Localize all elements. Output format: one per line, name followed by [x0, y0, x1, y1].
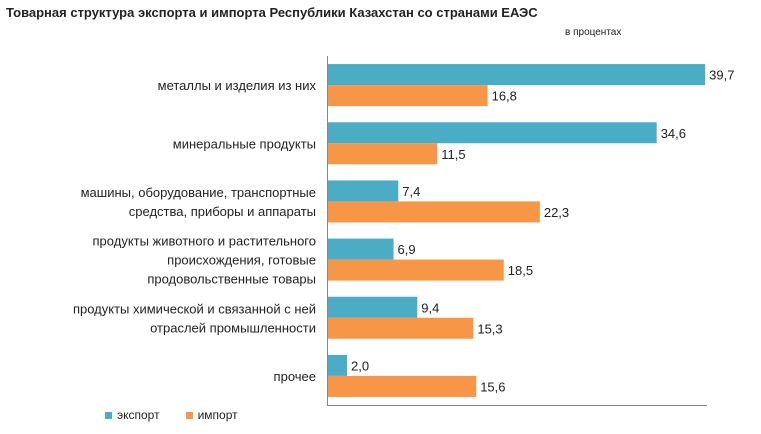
- legend: экспорт импорт: [105, 408, 238, 422]
- category-label-0-0: металлы и изделия из них: [158, 78, 317, 93]
- value-label-export-5: 2,0: [351, 358, 369, 373]
- value-label-import-3: 18,5: [508, 263, 533, 278]
- category-label-2-1: средства, приборы и аппараты: [129, 204, 316, 219]
- value-label-import-5: 15,6: [480, 379, 505, 394]
- chart-title: Товарная структура экспорта и импорта Ре…: [6, 5, 538, 20]
- legend-label-import: импорт: [197, 408, 238, 422]
- legend-item-import: импорт: [185, 408, 238, 422]
- value-label-export-0: 39,7: [709, 68, 734, 83]
- bar-import-2: [328, 201, 540, 223]
- bar-export-1: [328, 122, 657, 144]
- legend-label-export: экспорт: [117, 408, 160, 422]
- category-label-4-1: отраслей промышленности: [150, 320, 316, 335]
- bar-export-5: [328, 354, 347, 376]
- bar-export-0: [328, 64, 706, 86]
- bar-import-3: [328, 259, 504, 281]
- category-label-5-0: прочее: [274, 369, 316, 384]
- legend-swatch-export: [105, 411, 112, 419]
- legend-item-export: экспорт: [105, 408, 160, 422]
- value-label-export-4: 9,4: [421, 300, 439, 315]
- category-label-3-0: продукты животного и растительного: [93, 234, 316, 249]
- category-label-1-0: минеральные продукты: [173, 136, 316, 151]
- bar-export-2: [328, 180, 399, 202]
- bar-import-1: [328, 143, 438, 165]
- value-label-import-4: 15,3: [477, 321, 502, 336]
- category-label-3-1: происхождения, готовые: [167, 253, 316, 268]
- category-label-3-2: продовольственные товары: [147, 272, 316, 287]
- category-label-4-0: продукты химической и связанной с ней: [73, 301, 316, 316]
- value-label-export-1: 34,6: [661, 126, 686, 141]
- bar-import-4: [328, 317, 474, 339]
- value-label-export-3: 6,9: [398, 242, 416, 257]
- category-label-2-0: машины, оборудование, транспортные: [81, 185, 316, 200]
- bar-export-4: [328, 296, 418, 318]
- bar-import-5: [328, 375, 477, 397]
- value-label-import-2: 22,3: [544, 205, 569, 220]
- chart-subtitle: в процентах: [565, 27, 622, 38]
- bar-export-3: [328, 238, 394, 260]
- value-label-export-2: 7,4: [402, 184, 420, 199]
- bar-import-0: [328, 85, 488, 107]
- value-label-import-0: 16,8: [492, 89, 517, 104]
- legend-swatch-import: [185, 411, 193, 419]
- value-label-import-1: 11,5: [441, 147, 465, 162]
